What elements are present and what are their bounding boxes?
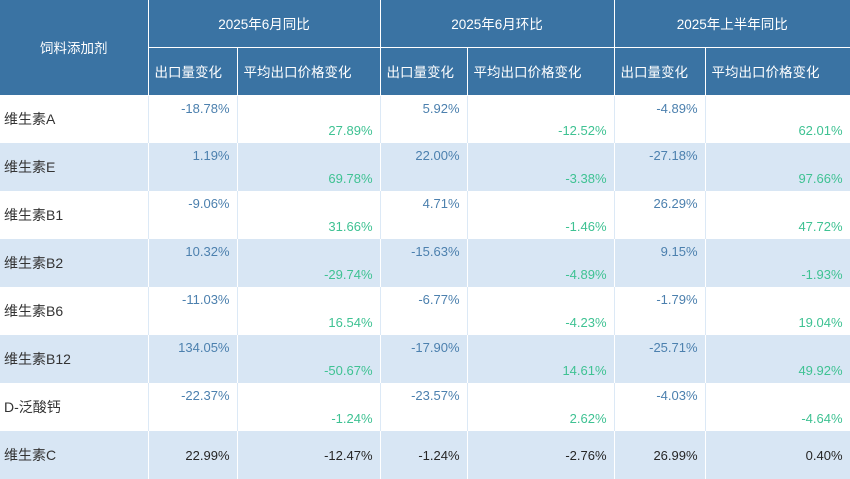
price-change-cell: 47.72% — [705, 191, 850, 239]
volume-change-cell: -18.78% — [148, 95, 238, 143]
price-change-cell: -3.38% — [467, 143, 615, 191]
table-row: 维生素C 22.99% -12.47% -1.24% -2.76% 26.99% 0.40% — [0, 431, 850, 479]
price-change-cell: -50.67% — [237, 335, 381, 383]
volume-change-cell: 1.19% — [148, 143, 238, 191]
row-label: 维生素A — [0, 95, 149, 143]
table-header: 饲料添加剂 2025年6月同比 2025年6月环比 2025年上半年同比 出口量… — [0, 0, 850, 96]
row-label: 维生素B6 — [0, 287, 149, 335]
volume-change-cell: -4.89% — [614, 95, 706, 143]
price-change-cell: -12.47% — [237, 431, 381, 479]
volume-change-cell: -17.90% — [380, 335, 468, 383]
group-header-june-yoy: 2025年6月同比 — [148, 0, 381, 48]
subheader-mom-volume-change: 出口量变化 — [380, 47, 468, 96]
subheader-yoy-volume-change: 出口量变化 — [148, 47, 238, 96]
price-change-cell: 31.66% — [237, 191, 381, 239]
price-change-cell: -2.76% — [467, 431, 615, 479]
volume-change-cell: -1.24% — [380, 431, 468, 479]
volume-change-cell: 26.29% — [614, 191, 706, 239]
price-change-cell: 27.89% — [237, 95, 381, 143]
volume-change-cell: 26.99% — [614, 431, 706, 479]
volume-change-cell: -15.63% — [380, 239, 468, 287]
table-row: 维生素B2 10.32% -29.74% -15.63% -4.89% 9.15% -1.9… — [0, 239, 850, 287]
row-label: 维生素E — [0, 143, 149, 191]
volume-change-cell: 134.05% — [148, 335, 238, 383]
price-change-cell: 97.66% — [705, 143, 850, 191]
row-label: 维生素B2 — [0, 239, 149, 287]
price-change-cell: -1.46% — [467, 191, 615, 239]
price-change-cell: 19.04% — [705, 287, 850, 335]
price-change-cell: -4.23% — [467, 287, 615, 335]
price-change-cell: 62.01% — [705, 95, 850, 143]
volume-change-cell: -6.77% — [380, 287, 468, 335]
table-row: 维生素B6 -11.03% 16.54% -6.77% -4.23% -1.79% 19.0… — [0, 287, 850, 335]
group-header-june-mom: 2025年6月环比 — [380, 0, 615, 48]
subheader-yoy-price-change: 平均出口价格变化 — [237, 47, 381, 96]
volume-change-cell: -1.79% — [614, 287, 706, 335]
table-row: 维生素E 1.19% 69.78% 22.00% -3.38% -27.18% 97.66% — [0, 143, 850, 191]
table-row: 维生素A -18.78% 27.89% 5.92% -12.52% -4.89% 62.01… — [0, 95, 850, 143]
row-label: 维生素B12 — [0, 335, 149, 383]
subheader-h1-volume-change: 出口量变化 — [614, 47, 706, 96]
table-row: 维生素B1 -9.06% 31.66% 4.71% -1.46% 26.29% 47.72% — [0, 191, 850, 239]
price-change-cell: 16.54% — [237, 287, 381, 335]
price-change-cell: 69.78% — [237, 143, 381, 191]
volume-change-cell: -25.71% — [614, 335, 706, 383]
row-label: 维生素C — [0, 431, 149, 479]
price-change-cell: -29.74% — [237, 239, 381, 287]
volume-change-cell: 4.71% — [380, 191, 468, 239]
price-change-cell: 14.61% — [467, 335, 615, 383]
volume-change-cell: 22.00% — [380, 143, 468, 191]
volume-change-cell: 9.15% — [614, 239, 706, 287]
price-change-cell: 2.62% — [467, 383, 615, 431]
volume-change-cell: -4.03% — [614, 383, 706, 431]
price-change-cell: 49.92% — [705, 335, 850, 383]
price-change-cell: -4.64% — [705, 383, 850, 431]
row-label: 维生素B1 — [0, 191, 149, 239]
price-change-cell: -1.24% — [237, 383, 381, 431]
price-change-cell: -12.52% — [467, 95, 615, 143]
subheader-mom-price-change: 平均出口价格变化 — [467, 47, 615, 96]
price-change-cell: -1.93% — [705, 239, 850, 287]
volume-change-cell: 10.32% — [148, 239, 238, 287]
volume-change-cell: -23.57% — [380, 383, 468, 431]
table-row: 维生素B12 134.05% -50.67% -17.90% 14.61% -25.71%… — [0, 335, 850, 383]
volume-change-cell: 22.99% — [148, 431, 238, 479]
table-body: 维生素A -18.78% 27.89% 5.92% -12.52% -4.89% 62.01… — [0, 95, 850, 479]
price-change-cell: -4.89% — [467, 239, 615, 287]
table-row: D-泛酸钙 -22.37% -1.24% -23.57% 2.62% -4.03% -4.6… — [0, 383, 850, 431]
corner-header-feed-additive: 饲料添加剂 — [0, 0, 149, 96]
volume-change-cell: -11.03% — [148, 287, 238, 335]
price-change-cell: 0.40% — [705, 431, 850, 479]
volume-change-cell: -9.06% — [148, 191, 238, 239]
row-label: D-泛酸钙 — [0, 383, 149, 431]
volume-change-cell: -22.37% — [148, 383, 238, 431]
group-header-h1-yoy: 2025年上半年同比 — [614, 0, 850, 48]
subheader-h1-price-change: 平均出口价格变化 — [705, 47, 850, 96]
volume-change-cell: -27.18% — [614, 143, 706, 191]
volume-change-cell: 5.92% — [380, 95, 468, 143]
